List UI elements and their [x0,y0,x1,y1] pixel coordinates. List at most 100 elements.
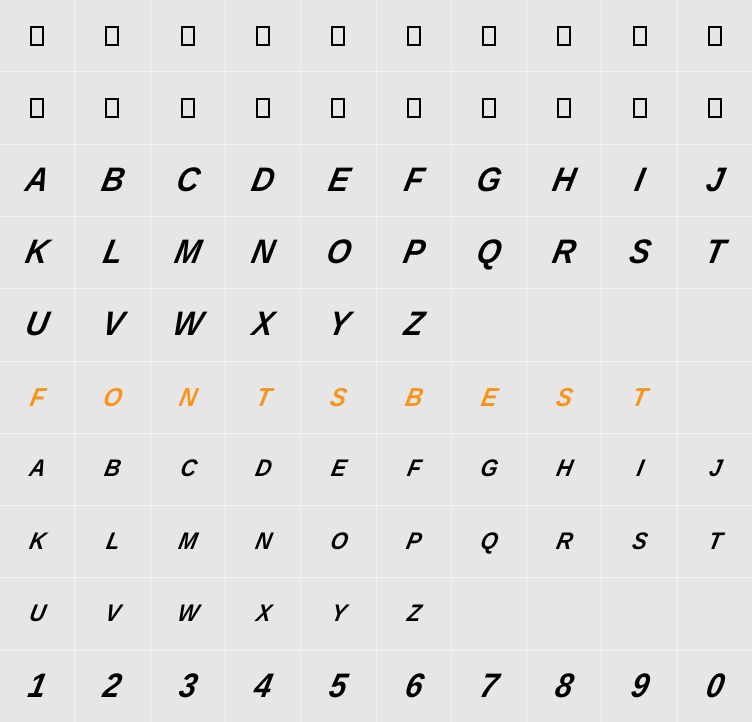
glyph-char: V [103,600,122,628]
glyph-char: F [27,382,47,413]
glyph-cell: U [0,289,74,360]
glyph-cell: V [75,578,149,649]
glyph-cell [0,72,74,143]
glyph-char: O [327,528,349,556]
glyph-cell [602,289,676,360]
glyph-char: D [248,161,277,200]
glyph-cell: Z [377,289,451,360]
glyph-char: Q [478,528,500,556]
glyph-cell: U [0,578,74,649]
glyph-char: X [253,600,272,628]
glyph-char: F [405,455,423,483]
glyph-cell [377,0,451,71]
glyph-char: O [323,233,354,272]
glyph-cell: N [226,217,300,288]
glyph-char: E [329,455,348,483]
glyph-char: E [324,161,352,200]
glyph-char: 6 [401,667,425,706]
glyph-cell [527,289,601,360]
glyph-cell: G [452,434,526,505]
glyph-char: H [549,161,578,200]
glyph-char: C [173,161,202,200]
glyph-char: J [706,455,723,483]
missing-glyph-box [256,26,270,46]
glyph-cell [452,72,526,143]
glyph-cell: P [377,506,451,577]
glyph-cell: H [527,145,601,216]
glyph-cell: K [0,217,74,288]
glyph-cell [377,72,451,143]
glyph-cell: F [377,145,451,216]
missing-glyph-box [708,98,722,118]
glyph-cell: O [301,217,375,288]
glyph-cell: P [377,217,451,288]
glyph-char: K [22,233,51,272]
missing-glyph-box [331,98,345,118]
glyph-cell [678,72,752,143]
glyph-char: 4 [251,667,275,706]
glyph-cell: B [75,145,149,216]
glyph-char: T [630,382,650,413]
glyph-cell: D [226,434,300,505]
glyph-cell: Q [452,217,526,288]
glyph-char: S [554,382,575,413]
missing-glyph-box [30,98,44,118]
glyph-char: R [554,528,575,556]
missing-glyph-box [407,26,421,46]
missing-glyph-box [105,98,119,118]
glyph-char: P [404,528,423,556]
glyph-cell: Z [377,578,451,649]
glyph-char: N [248,233,277,272]
glyph-cell: W [151,578,225,649]
glyph-char: T [706,528,724,556]
glyph-cell: K [0,506,74,577]
glyph-cell [678,578,752,649]
glyph-cell: G [452,145,526,216]
glyph-char: I [632,161,648,200]
glyph-char: Z [405,600,423,628]
glyph-char: B [402,382,425,413]
glyph-cell [452,289,526,360]
glyph-cell: C [151,434,225,505]
glyph-cell: I [602,145,676,216]
glyph-char: P [400,233,428,272]
missing-glyph-box [256,98,270,118]
glyph-char: T [702,233,728,272]
glyph-cell: 3 [151,651,225,722]
glyph-cell: 4 [226,651,300,722]
glyph-cell: 7 [452,651,526,722]
missing-glyph-box [482,98,496,118]
glyph-char: U [22,305,51,344]
glyph-cell: 9 [602,651,676,722]
missing-glyph-box [331,26,345,46]
glyph-char: 8 [552,667,576,706]
glyph-cell: E [301,145,375,216]
glyph-cell: C [151,145,225,216]
glyph-cell: O [75,362,149,433]
font-character-map: ABCDEFGHIJKLMNOPQRSTUVWXYZFONTSBESTABCDE… [0,0,752,722]
glyph-char: A [22,161,51,200]
glyph-cell: S [602,506,676,577]
glyph-char: M [171,233,204,272]
glyph-char: 5 [326,667,350,706]
missing-glyph-box [30,26,44,46]
glyph-cell: 0 [678,651,752,722]
glyph-cell: N [226,506,300,577]
glyph-cell [452,0,526,71]
glyph-cell: A [0,434,74,505]
glyph-cell: D [226,145,300,216]
glyph-cell [0,0,74,71]
glyph-cell: T [678,506,752,577]
glyph-char: Y [324,305,352,344]
glyph-cell: B [75,434,149,505]
glyph-char: C [177,455,198,483]
glyph-char: J [703,161,727,200]
glyph-cell [678,0,752,71]
glyph-cell [527,578,601,649]
glyph-char: 3 [176,667,200,706]
glyph-cell: X [226,289,300,360]
glyph-cell [75,0,149,71]
glyph-char: Q [473,233,504,272]
glyph-cell: 6 [377,651,451,722]
glyph-cell: T [602,362,676,433]
